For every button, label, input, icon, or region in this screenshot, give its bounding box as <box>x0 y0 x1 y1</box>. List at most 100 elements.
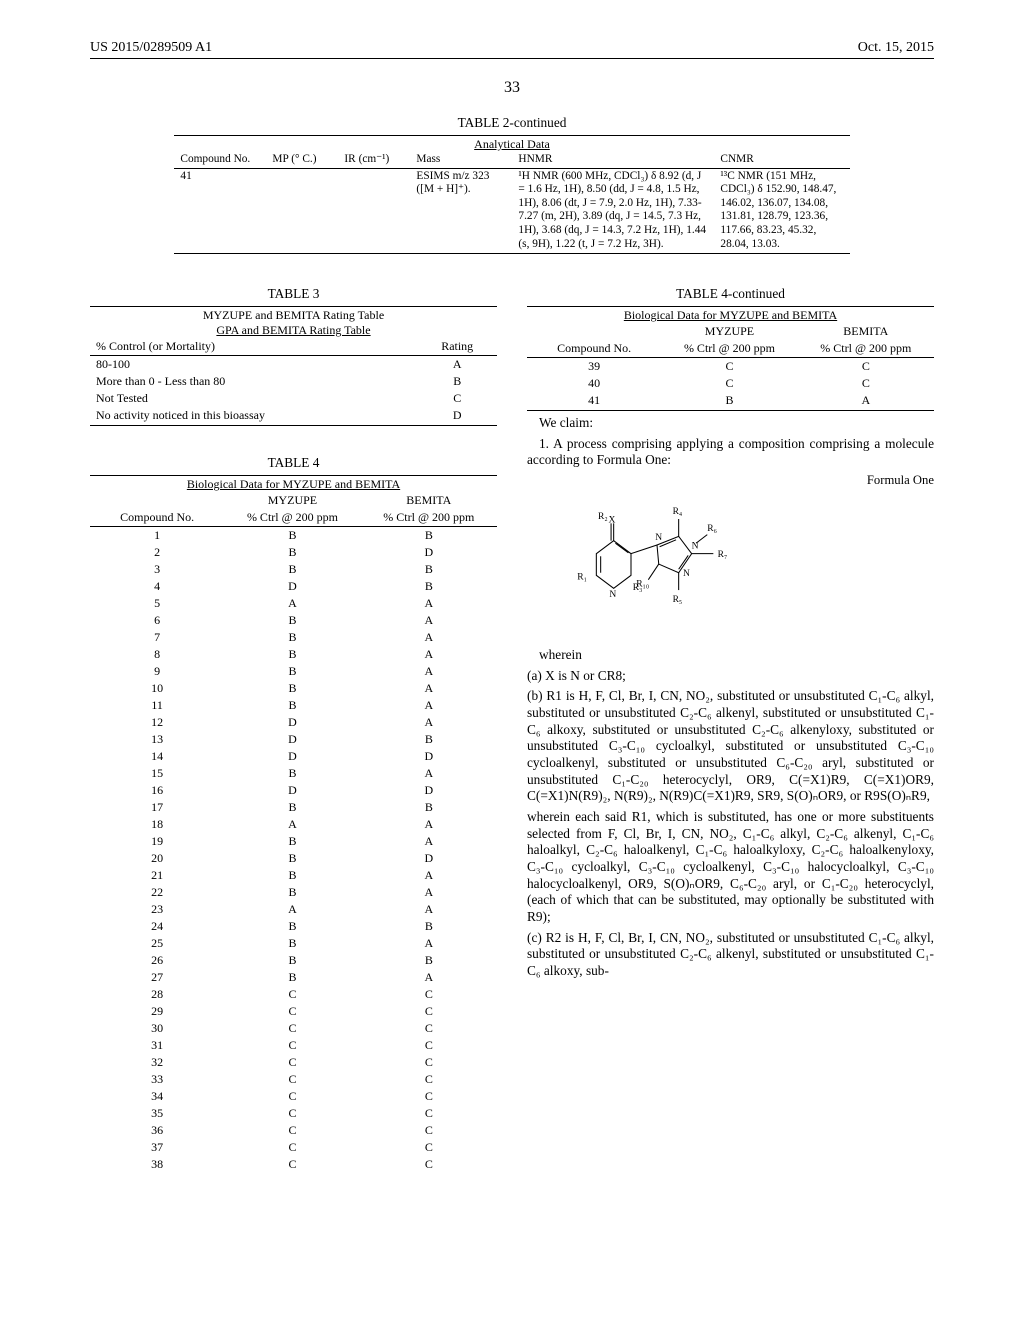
table4-cell: D <box>224 782 360 799</box>
table3-title: TABLE 3 <box>90 286 497 302</box>
table4cont-cell: C <box>798 375 934 392</box>
table3-cell: More than 0 - Less than 80 <box>90 373 417 390</box>
table4-cell: 11 <box>90 697 224 714</box>
table4-cell: A <box>361 646 497 663</box>
page-number: 33 <box>90 79 934 97</box>
table4-cell: B <box>224 697 360 714</box>
table2-cell: ¹³C NMR (151 MHz, CDCl₃) δ 152.90, 148.4… <box>714 168 849 252</box>
table4: MYZUPE BEMITA Compound No. % Ctrl @ 200 … <box>90 492 497 1173</box>
table4-subtitle: Biological Data for MYZUPE and BEMITA <box>90 477 497 492</box>
table4-cell: B <box>224 680 360 697</box>
table4-cell: 4 <box>90 578 224 595</box>
table4cont: MYZUPE BEMITA Compound No. % Ctrl @ 200 … <box>527 323 934 409</box>
claim-item-a: (a) X is N or CR8; <box>527 668 934 685</box>
svg-text:N: N <box>609 590 616 600</box>
table4-cell: C <box>224 1020 360 1037</box>
table2-cell <box>338 168 410 252</box>
table4-cell: 1 <box>90 527 224 545</box>
table4-cell: C <box>224 1071 360 1088</box>
table4-cell: 37 <box>90 1139 224 1156</box>
table4-col: BEMITA <box>361 492 497 509</box>
table4-cell: 19 <box>90 833 224 850</box>
table2-cell: ¹H NMR (600 MHz, CDCl₃) δ 8.92 (d, J = 1… <box>512 168 714 252</box>
claim-item-b: (b) R1 is H, F, Cl, Br, I, CN, NO₂, subs… <box>527 688 934 805</box>
table4-cell: 30 <box>90 1020 224 1037</box>
table4cont-cell: C <box>798 358 934 376</box>
table4-cell: D <box>361 850 497 867</box>
table3-cell: Not Tested <box>90 390 417 407</box>
table4-cell: 14 <box>90 748 224 765</box>
table4-cell: A <box>361 595 497 612</box>
table4-cell: C <box>361 1088 497 1105</box>
svg-text:R₁₀: R₁₀ <box>636 580 649 590</box>
table4-cell: A <box>224 816 360 833</box>
table4-cell: 23 <box>90 901 224 918</box>
table4-cell: A <box>361 935 497 952</box>
table4-cell: B <box>361 731 497 748</box>
table4-cell: B <box>224 527 360 545</box>
table4-cell: B <box>361 578 497 595</box>
table3-cell: No activity noticed in this bioassay <box>90 407 417 424</box>
table4-cell: 27 <box>90 969 224 986</box>
table4-cell: D <box>224 578 360 595</box>
table4-cell: 32 <box>90 1054 224 1071</box>
table4-cell: A <box>361 884 497 901</box>
svg-text:N: N <box>692 542 699 552</box>
table4-cell: 24 <box>90 918 224 935</box>
table4-cell: A <box>361 867 497 884</box>
table4-cell: B <box>224 935 360 952</box>
table4-cell: C <box>361 1003 497 1020</box>
table4-cell: 21 <box>90 867 224 884</box>
table4-cell: 8 <box>90 646 224 663</box>
table3-col: % Control (or Mortality) <box>90 338 417 356</box>
table2-col: CNMR <box>714 152 849 168</box>
table4-cell: 5 <box>90 595 224 612</box>
table4-cell: 9 <box>90 663 224 680</box>
table4-cell: C <box>361 986 497 1003</box>
wherein: wherein <box>527 647 934 664</box>
table4-cell: C <box>361 1122 497 1139</box>
svg-text:R₆: R₆ <box>707 524 717 534</box>
table4-cell: B <box>224 952 360 969</box>
table4-cell: B <box>224 663 360 680</box>
table4-cell: B <box>361 561 497 578</box>
table3-cell: D <box>417 407 497 424</box>
table4-cell: B <box>361 799 497 816</box>
claim-1-lead: 1. A process comprising applying a compo… <box>527 436 934 469</box>
table4-cell: B <box>224 918 360 935</box>
svg-text:N: N <box>655 533 662 543</box>
table4-cell: A <box>361 612 497 629</box>
table4-cell: B <box>224 612 360 629</box>
table2-col: Mass <box>410 152 512 168</box>
table4-cell: C <box>361 1054 497 1071</box>
table4-cell: 16 <box>90 782 224 799</box>
table4cont-cell: 39 <box>527 358 661 376</box>
table4-cell: 36 <box>90 1122 224 1139</box>
table4cont-cell: A <box>798 392 934 409</box>
table4-cell: A <box>361 680 497 697</box>
table4-cell: 17 <box>90 799 224 816</box>
pub-date: Oct. 15, 2015 <box>858 40 934 56</box>
table4-cell: C <box>224 1003 360 1020</box>
table4-cell: A <box>224 901 360 918</box>
table4-col: MYZUPE <box>224 492 360 509</box>
table2-col: Compound No. <box>174 152 266 168</box>
table4-cell: A <box>361 816 497 833</box>
table4-title: TABLE 4 <box>90 455 497 471</box>
table4-cell: B <box>224 969 360 986</box>
table4-cell: C <box>224 1037 360 1054</box>
table4-cell: B <box>224 629 360 646</box>
table4-col: % Ctrl @ 200 ppm <box>224 509 360 527</box>
table4-cell: 20 <box>90 850 224 867</box>
table4-cell: A <box>361 765 497 782</box>
table2-col: MP (° C.) <box>266 152 338 168</box>
table4-cell: D <box>361 782 497 799</box>
table4-cell: B <box>361 918 497 935</box>
table4cont-cell: B <box>661 392 797 409</box>
table4-cell: A <box>361 833 497 850</box>
table4-cell: D <box>224 714 360 731</box>
table4-cell: C <box>224 1088 360 1105</box>
table4-cell: 22 <box>90 884 224 901</box>
table4-cell: C <box>224 1139 360 1156</box>
table2: Compound No. MP (° C.) IR (cm⁻¹) Mass HN… <box>174 152 849 252</box>
